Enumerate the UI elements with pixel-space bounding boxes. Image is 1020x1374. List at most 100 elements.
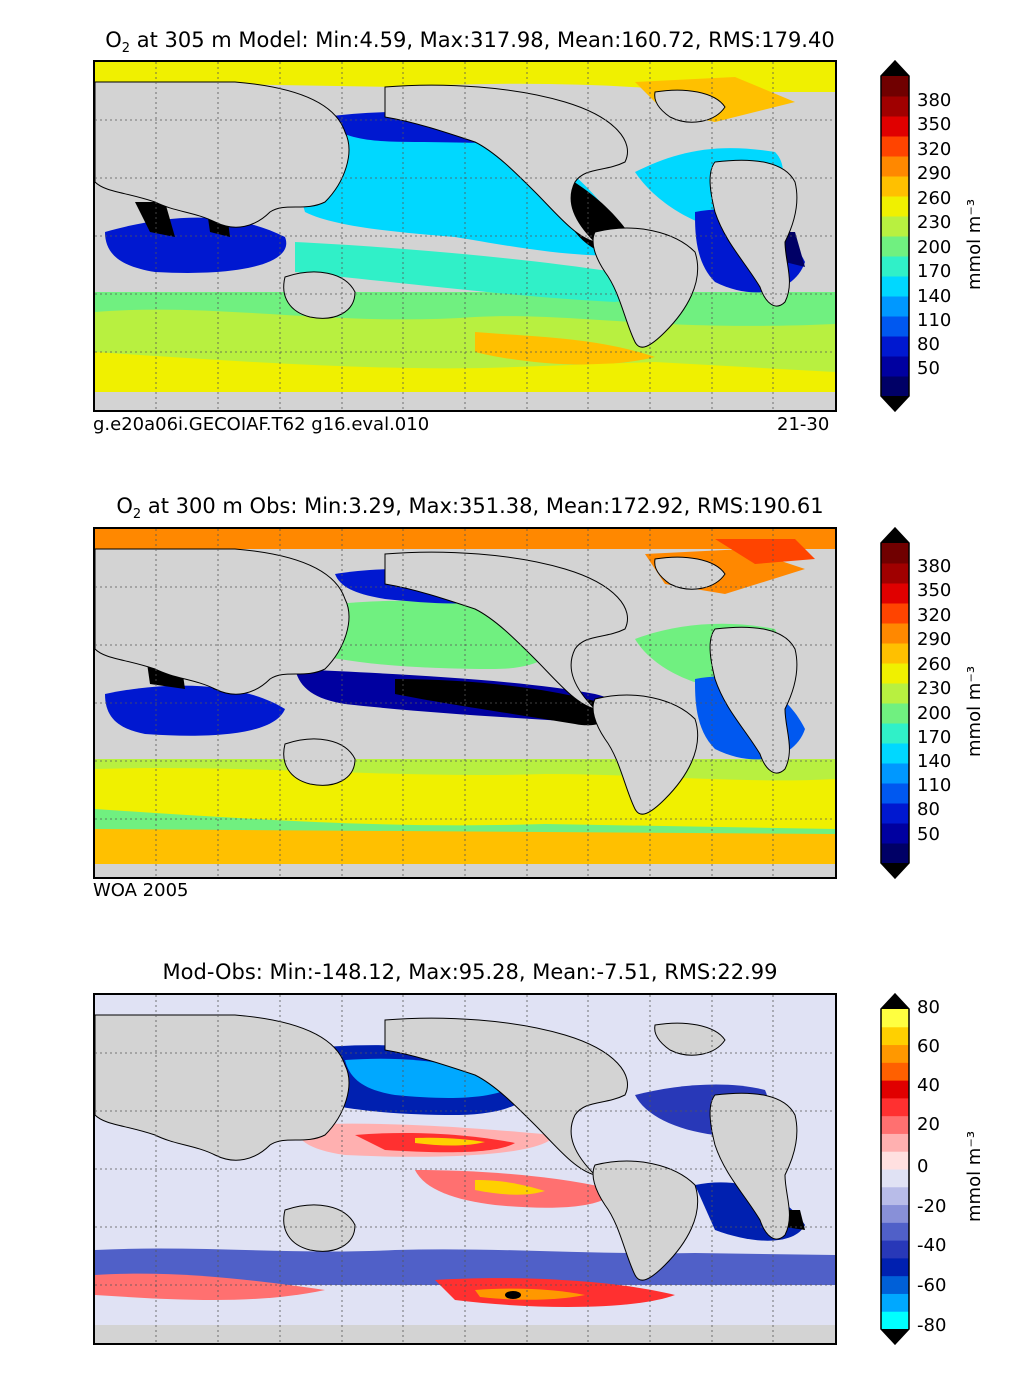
- cbar2-tick: 230: [917, 678, 952, 699]
- colorbar-segment: [881, 1062, 909, 1081]
- cbar1-tick: 230: [917, 212, 952, 233]
- colorbar-segment: [881, 683, 909, 704]
- colorbar-segment: [881, 1169, 909, 1188]
- panel-2-map[interactable]: [93, 527, 837, 879]
- panel-2-title: O2 at 300 m Obs: Min:3.29, Max:351.38, M…: [0, 494, 940, 522]
- panel-1-title-sub: 2: [121, 41, 131, 57]
- panel-3-units-label: mmol m⁻³: [964, 1130, 985, 1222]
- cbar2-tick: 350: [917, 580, 952, 601]
- colorbar-segment: [881, 783, 909, 804]
- colorbar-segment: [881, 843, 909, 864]
- cbar1-tick: 290: [917, 163, 952, 184]
- panel-1-units-label: mmol m⁻³: [964, 198, 985, 290]
- colorbar-segment: [881, 1311, 909, 1330]
- colorbar-segment: [881, 76, 909, 97]
- antarctica-land: [95, 392, 835, 410]
- cbar3-tick: -40: [917, 1235, 947, 1256]
- north-america-land: [384, 84, 628, 243]
- cbar2-tick: 320: [917, 605, 952, 626]
- colorbar-segment: [881, 316, 909, 337]
- colorbar-segment: [881, 156, 909, 177]
- africa-land: [709, 159, 798, 307]
- colorbar-segment: [881, 1240, 909, 1259]
- panel-3-colorbar: [880, 993, 910, 1345]
- north-america-land: [384, 1017, 628, 1176]
- panel-1-map-svg: [95, 62, 835, 410]
- panel-2-map-svg: [95, 529, 835, 877]
- colorbar-segment: [881, 1009, 909, 1028]
- south-america-land: [592, 694, 699, 815]
- panel-1-map[interactable]: [93, 60, 837, 412]
- africa-land: [709, 626, 798, 774]
- cbar3-tick: 80: [917, 997, 940, 1018]
- colorbar-segment: [881, 603, 909, 624]
- colorbar-segment: [881, 583, 909, 604]
- cbar1-tick: 350: [917, 114, 952, 135]
- south-pacific-orange: [475, 332, 655, 365]
- colorbar-segment: [881, 356, 909, 377]
- colorbar-max-extend: [881, 61, 909, 76]
- panel-3-map[interactable]: [93, 993, 837, 1345]
- colorbar-min-extend: [881, 863, 909, 878]
- colorbar-segment: [881, 563, 909, 584]
- panel-1-title-prefix: O: [105, 28, 122, 52]
- panel-3-title: Mod-Obs: Min:-148.12, Max:95.28, Mean:-7…: [0, 960, 940, 984]
- panel-1-title-rest: at 305 m Model: Min:4.59, Max:317.98, Me…: [130, 28, 835, 52]
- colorbar-max-extend: [881, 994, 909, 1009]
- colorbar-segment: [881, 723, 909, 744]
- cbar3-tick: -20: [917, 1196, 947, 1217]
- greenland-land: [654, 1022, 726, 1056]
- panel-1-years: 21-30: [777, 414, 830, 435]
- cbar1-tick: 320: [917, 139, 952, 160]
- colorbar-segment: [881, 256, 909, 277]
- graticule: [95, 995, 835, 1343]
- panel-3-map-svg: [95, 995, 835, 1343]
- cbar3-tick: 20: [917, 1114, 940, 1135]
- colorbar-segment: [881, 623, 909, 644]
- colorbar-segment: [881, 1257, 909, 1277]
- colorbar-segment: [881, 543, 909, 564]
- panel-1-colorbar: [880, 60, 910, 412]
- cbar3-tick: 60: [917, 1036, 940, 1057]
- north-equatorial-max: [415, 1137, 485, 1146]
- colorbar-outline: [880, 60, 910, 412]
- cbar2-tick: 50: [917, 824, 940, 845]
- graticule: [95, 62, 835, 410]
- cbar1-tick: 110: [917, 310, 952, 331]
- colorbar-2-svg: [880, 527, 910, 879]
- colorbar-segment: [881, 1204, 909, 1223]
- colorbar-1-svg: [880, 60, 910, 412]
- colorbar-min-extend: [881, 1329, 909, 1344]
- colorbar-segment: [881, 643, 909, 664]
- cbar2-tick: 110: [917, 775, 952, 796]
- greenland-land: [654, 89, 726, 123]
- south-pacific-orange: [475, 1288, 585, 1300]
- antarctica-land: [95, 1325, 835, 1343]
- cbar3-tick: -60: [917, 1275, 947, 1296]
- cbar2-tick: 260: [917, 654, 952, 675]
- colorbar-segment: [881, 1151, 909, 1170]
- cbar2-tick: 200: [917, 703, 952, 724]
- colorbar-segment: [881, 276, 909, 297]
- colorbar-segment: [881, 136, 909, 157]
- colorbar-segment: [881, 1044, 909, 1063]
- colorbar-segment: [881, 96, 909, 117]
- south-pacific-extreme: [505, 1291, 521, 1299]
- colorbar-segment: [881, 216, 909, 237]
- colorbar-segment: [881, 176, 909, 197]
- southern-indian-positive: [95, 1273, 325, 1300]
- panel-2-title-sub: 2: [132, 507, 142, 523]
- north-pacific-cyan: [345, 1058, 515, 1098]
- colorbar-segment: [881, 296, 909, 317]
- colorbar-segment: [881, 743, 909, 764]
- colorbar-segment: [881, 1115, 909, 1134]
- cbar2-tick: 80: [917, 799, 940, 820]
- cbar2-tick: 380: [917, 556, 952, 577]
- nordic-seas-red: [715, 539, 815, 564]
- south-america-land: [592, 227, 699, 348]
- colorbar-3-svg: [880, 993, 910, 1345]
- colorbar-segment: [881, 336, 909, 357]
- eurasia-land: [95, 1014, 350, 1161]
- graticule: [95, 529, 835, 877]
- cbar3-tick: -80: [917, 1315, 947, 1336]
